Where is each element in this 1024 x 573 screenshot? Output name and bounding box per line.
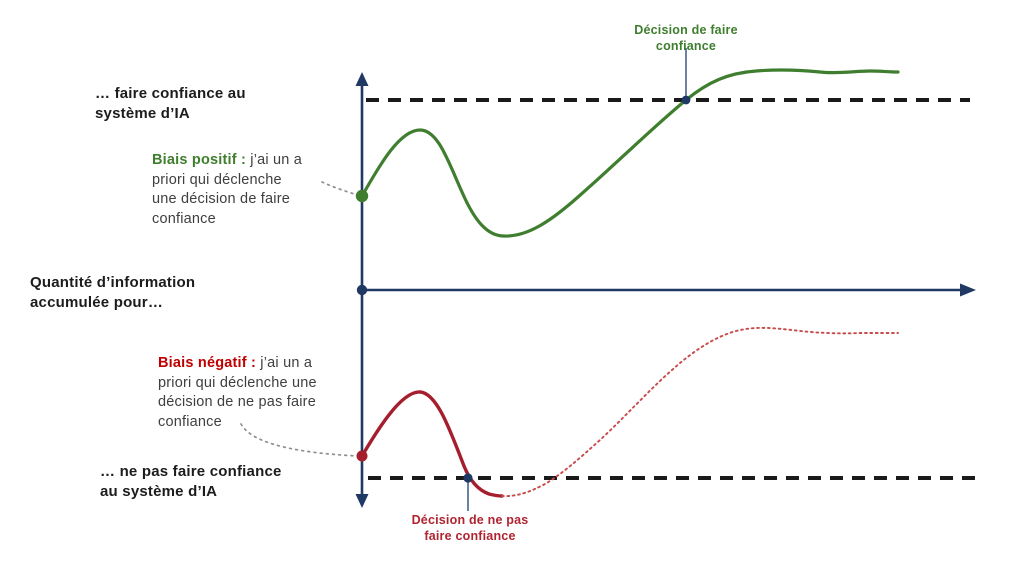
origin-dot: [356, 284, 368, 296]
distrust-threshold-label: … ne pas faire confiance au système d’IA: [100, 462, 282, 502]
positive-bias-note: Biais positif : j’ai un a priori qui déc…: [152, 151, 302, 229]
distrust-decision-label-line2: faire confiance: [424, 529, 516, 543]
positive-start-dot: [355, 189, 369, 203]
positive-bias-note-line2: priori qui déclenche: [152, 171, 282, 188]
x-axis-label-line2: accumulée pour…: [30, 294, 164, 311]
y-axis-top-arrow: [355, 72, 369, 86]
distrust-decision-label-line1: Décision de ne pas: [411, 513, 529, 527]
positive-connector-dotted: [321, 181, 359, 196]
negative-connector-dotted: [240, 423, 359, 457]
negative-bias-note-line3: décision de ne pas faire: [158, 394, 316, 410]
negative-bias-note: Biais négatif : j’ai un a priori qui déc…: [158, 354, 317, 432]
positive-bias-curve: [360, 68, 900, 238]
positive-bias-line1-rest: j’ai un a: [246, 152, 303, 168]
trust-threshold-label-line1: … faire confiance au: [95, 85, 246, 102]
negative-bias-lead: Biais négatif :: [158, 355, 257, 371]
x-axis-label-line1: Quantité d’information: [30, 274, 196, 291]
positive-bias-note-line3: une décision de faire: [152, 191, 291, 207]
distrust-threshold-label-line2: au système d’IA: [100, 483, 218, 500]
distrust-cross-dot: [463, 473, 473, 483]
trust-threshold-label: … faire confiance au système d’IA: [95, 84, 246, 124]
negative-bias-line1-rest: j’ai un a: [256, 355, 313, 371]
negative-bias-note-line4: confiance: [158, 413, 222, 430]
negative-bias-note-line2: priori qui déclenche une: [158, 374, 317, 391]
distrust-threshold-label-line1: … ne pas faire confiance: [100, 463, 282, 480]
y-axis-bottom-arrow: [355, 494, 369, 508]
trust-threshold-label-line2: système d’IA: [95, 105, 190, 122]
negative-bias-note-line1: Biais négatif : j’ai un a: [158, 354, 317, 374]
trust-decision-label-line2: confiance: [655, 39, 717, 53]
x-axis-label: Quantité d’information accumulée pour…: [30, 273, 195, 313]
distrust-decision-label: Décision de ne pas faire confiance: [400, 512, 540, 544]
negative-bias-curve: [360, 390, 504, 498]
positive-bias-note-line1: Biais positif : j’ai un a: [152, 151, 302, 171]
positive-bias-note-line4: confiance: [152, 210, 216, 227]
negative-start-dot: [356, 450, 368, 462]
trust-decision-label: Décision de faire confiance: [616, 22, 756, 54]
trust-decision-label-line1: Décision de faire: [634, 23, 738, 37]
x-axis-right-arrow: [960, 283, 976, 297]
negative-bias-projection-curve: [501, 326, 899, 498]
trust-cross-dot: [681, 95, 691, 105]
positive-bias-lead: Biais positif :: [152, 152, 247, 168]
